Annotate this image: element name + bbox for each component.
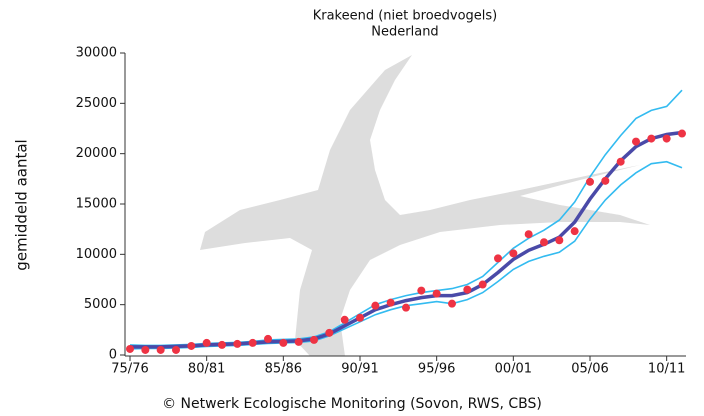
data-point	[402, 303, 410, 312]
data-point	[570, 227, 579, 236]
y-tick-label: 10000	[76, 247, 117, 262]
data-point	[417, 286, 426, 295]
background-gull	[200, 55, 650, 356]
data-point	[126, 344, 134, 353]
data-point	[678, 129, 686, 138]
y-tick-label: 30000	[76, 46, 117, 61]
data-point	[586, 177, 594, 186]
x-tick-label: 75/76	[111, 362, 148, 377]
data-point	[524, 230, 533, 239]
confidence-line	[129, 160, 683, 350]
data-point	[279, 338, 288, 347]
data-point	[647, 134, 656, 143]
data-point	[448, 299, 456, 308]
data-point	[264, 334, 272, 343]
y-tick-label: 5000	[84, 297, 117, 312]
data-point	[294, 337, 303, 346]
data-point	[356, 313, 364, 322]
x-tick-label: 85/86	[265, 362, 302, 377]
data-point	[509, 249, 518, 258]
data-point	[340, 315, 349, 324]
data-point	[494, 254, 502, 263]
y-tick-label: 25000	[76, 96, 117, 111]
data-point	[463, 285, 472, 294]
x-tick-label: 00/01	[495, 362, 532, 377]
data-point	[662, 134, 671, 143]
data-point	[248, 338, 257, 347]
data-point	[325, 328, 334, 337]
data-point	[187, 341, 196, 350]
data-point	[616, 157, 625, 166]
data-point	[172, 345, 180, 354]
data-point	[141, 345, 150, 354]
data-point	[310, 335, 318, 344]
data-point	[202, 338, 211, 347]
data-point	[371, 301, 380, 310]
x-tick-label: 90/91	[341, 362, 378, 377]
data-point	[432, 289, 441, 298]
x-tick-label: 80/81	[188, 362, 225, 377]
data-point	[386, 298, 395, 307]
data-point	[555, 236, 564, 245]
data-point	[540, 238, 548, 247]
x-tick-label: 05/06	[571, 362, 608, 377]
y-axis-label: gemiddeld aantal	[13, 139, 31, 270]
data-point	[156, 345, 165, 354]
x-tick-label: 10/11	[648, 362, 685, 377]
source-note: © Netwerk Ecologische Monitoring (Sovon,…	[162, 396, 542, 412]
y-tick-label: 20000	[76, 146, 117, 161]
data-point	[478, 280, 487, 289]
data-point	[632, 137, 640, 146]
y-tick-label: 0	[109, 348, 117, 363]
chart-subtitle: Nederland	[371, 25, 438, 40]
data-point	[233, 339, 242, 348]
chart-title: Krakeend (niet broedvogels)	[313, 9, 498, 24]
data-point	[218, 340, 226, 349]
x-tick-label: 95/96	[418, 362, 455, 377]
data-point	[601, 176, 610, 185]
y-tick-label: 15000	[76, 197, 117, 212]
